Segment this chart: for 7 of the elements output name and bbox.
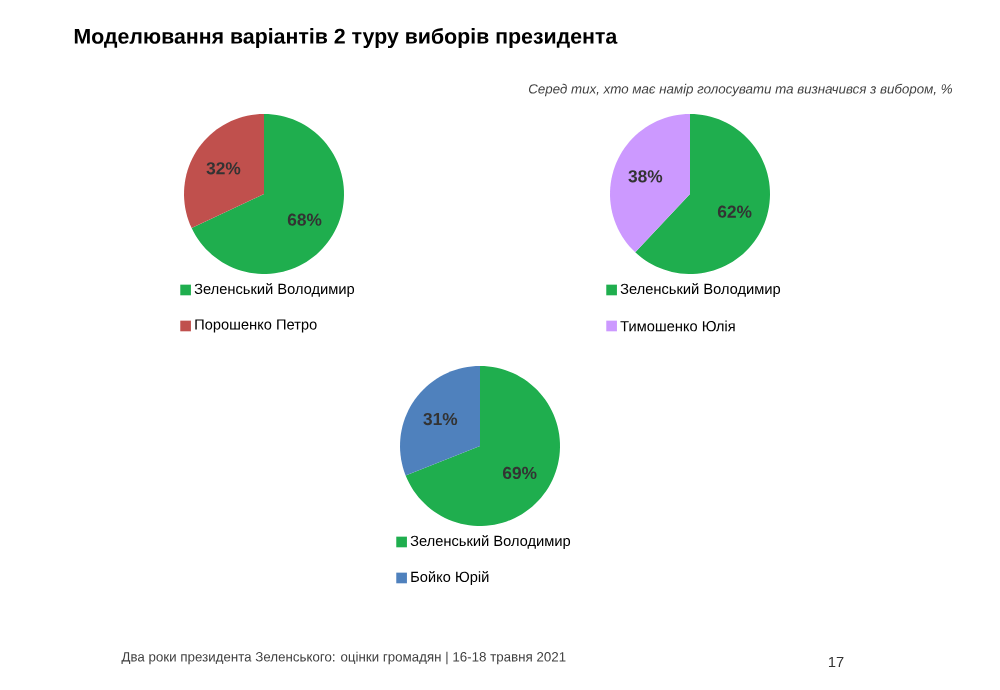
data-label: 68% (287, 213, 322, 226)
data-label: 32% (206, 162, 241, 175)
data-label: 31% (423, 412, 458, 426)
chart-title: Моделювання варіантів 2 туру виборів президента (74, 27, 618, 49)
data-label: 69% (502, 466, 537, 480)
data-label: 62% (717, 205, 752, 218)
data-label: 38% (628, 170, 663, 183)
